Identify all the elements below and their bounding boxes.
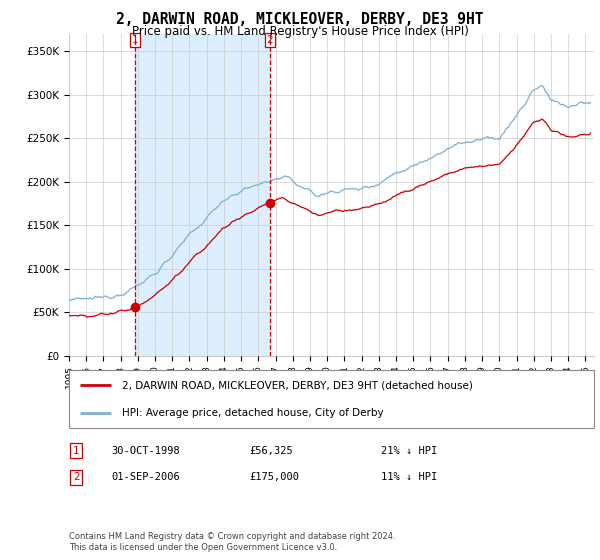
Text: 2: 2: [73, 472, 80, 482]
Text: 1: 1: [131, 35, 138, 45]
Text: 01-SEP-2006: 01-SEP-2006: [111, 472, 180, 482]
Text: 1: 1: [73, 446, 80, 456]
Text: £175,000: £175,000: [249, 472, 299, 482]
FancyBboxPatch shape: [69, 370, 594, 428]
Text: 30-OCT-1998: 30-OCT-1998: [111, 446, 180, 456]
Text: 2, DARWIN ROAD, MICKLEOVER, DERBY, DE3 9HT: 2, DARWIN ROAD, MICKLEOVER, DERBY, DE3 9…: [116, 12, 484, 27]
Bar: [135, 34, 270, 356]
Text: £56,325: £56,325: [249, 446, 293, 456]
Text: 11% ↓ HPI: 11% ↓ HPI: [381, 472, 437, 482]
Text: Contains HM Land Registry data © Crown copyright and database right 2024.
This d: Contains HM Land Registry data © Crown c…: [69, 532, 395, 552]
Text: HPI: Average price, detached house, City of Derby: HPI: Average price, detached house, City…: [121, 408, 383, 418]
Text: 2: 2: [266, 35, 273, 45]
Text: 2, DARWIN ROAD, MICKLEOVER, DERBY, DE3 9HT (detached house): 2, DARWIN ROAD, MICKLEOVER, DERBY, DE3 9…: [121, 380, 472, 390]
Text: 21% ↓ HPI: 21% ↓ HPI: [381, 446, 437, 456]
Text: Price paid vs. HM Land Registry's House Price Index (HPI): Price paid vs. HM Land Registry's House …: [131, 25, 469, 38]
